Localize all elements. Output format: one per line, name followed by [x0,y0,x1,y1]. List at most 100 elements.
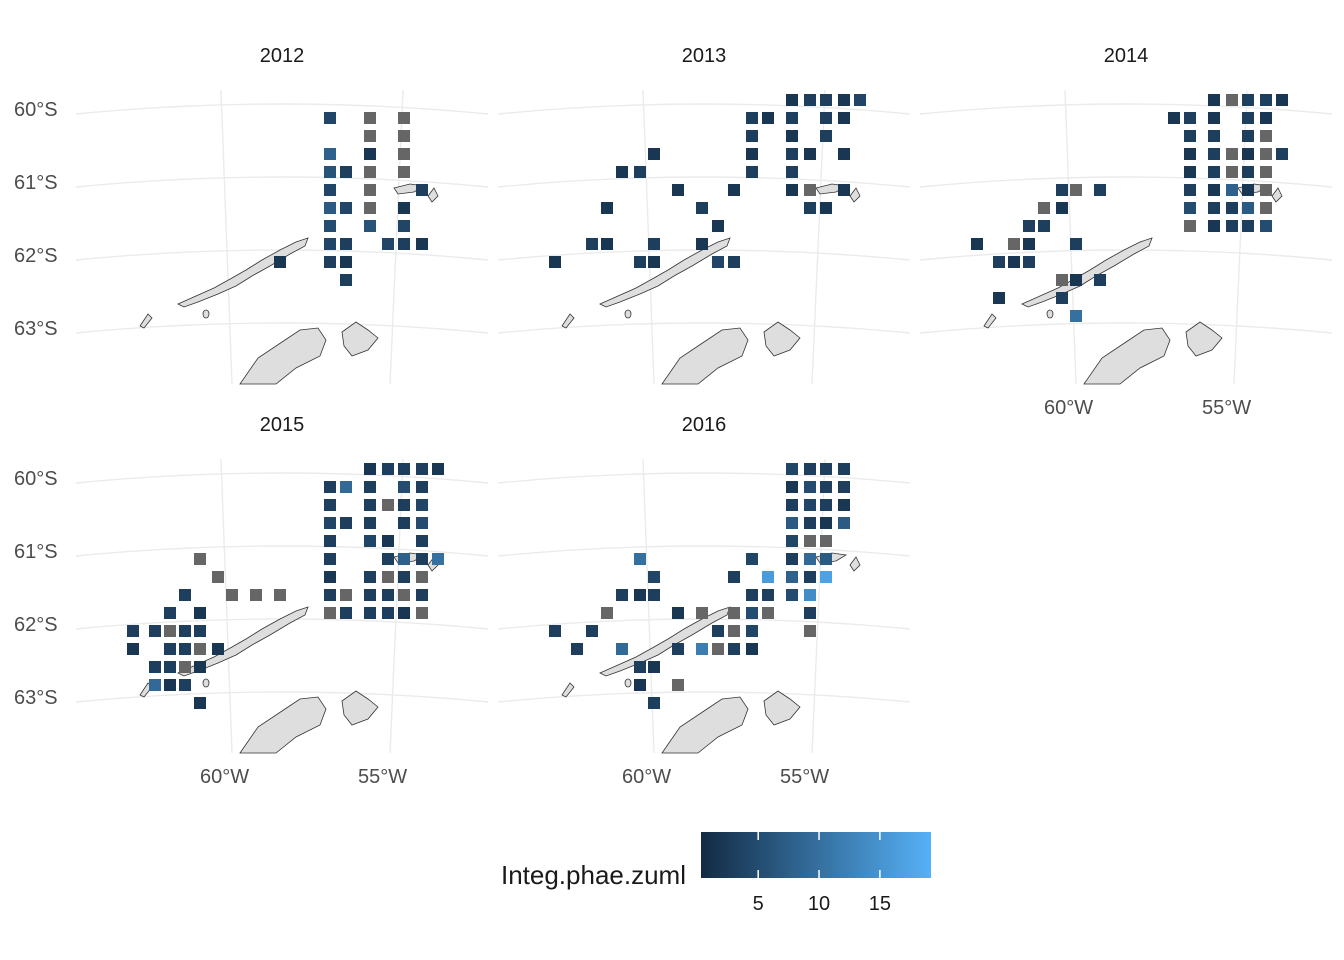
station-marker [838,184,850,196]
station-marker [1070,310,1082,322]
station-marker [762,112,774,124]
station-marker [364,571,376,583]
station-marker [1094,184,1106,196]
station-marker [1056,184,1068,196]
station-marker [1226,166,1238,178]
station-marker [274,256,286,268]
station-marker [672,607,684,619]
station-marker [398,589,410,601]
station-marker [838,148,850,160]
station-marker [432,553,444,565]
station-marker [1184,130,1196,142]
panel-title-2012: 2012 [260,45,305,67]
lon-label-60w-2016: 60°W [622,766,671,788]
station-marker [804,148,816,160]
station-marker [194,643,206,655]
lon-gridline [642,89,655,385]
station-marker [340,274,352,286]
station-marker [1070,184,1082,196]
station-marker [1038,220,1050,232]
station-marker [1260,130,1272,142]
station-marker [1242,130,1254,142]
station-marker [746,130,758,142]
station-marker [324,202,336,214]
station-marker [712,220,724,232]
station-marker [1260,220,1272,232]
station-marker [340,238,352,250]
station-marker [804,517,816,529]
antarctic-peninsula [239,696,327,754]
station-marker [324,184,336,196]
joinville-island [763,690,801,726]
small-island [561,313,575,329]
station-marker [364,184,376,196]
station-marker [746,625,758,637]
station-marker [398,166,410,178]
station-marker [179,643,191,655]
lat-label-61s-top: 61°S [14,172,58,194]
station-marker [1208,112,1220,124]
lon-label-55w-2014: 55°W [1202,397,1251,419]
lat-label-60s-top: 60°S [14,99,58,121]
color-legend: Integ.phae.zuml 5 10 15 [501,832,931,915]
station-marker [364,220,376,232]
map-panels [75,89,1333,754]
station-marker [324,166,336,178]
station-marker [820,481,832,493]
station-marker [1008,238,1020,250]
lon-gridline [220,458,233,754]
small-island [427,187,439,203]
station-marker [634,166,646,178]
lon-gridline [220,89,233,385]
station-marker [194,625,206,637]
lat-gridline [75,472,489,484]
station-marker [382,607,394,619]
station-marker [416,481,428,493]
station-marker [762,589,774,601]
station-marker [804,589,816,601]
station-marker [212,643,224,655]
legend-tick-label: 10 [808,893,830,915]
station-marker [1184,112,1196,124]
small-island [624,309,632,319]
station-marker [838,463,850,475]
station-marker [616,589,628,601]
station-marker [1276,148,1288,160]
station-marker [1242,112,1254,124]
station-marker [820,463,832,475]
station-marker [634,589,646,601]
legend-tick-label: 5 [753,893,764,915]
station-marker [1023,256,1035,268]
station-marker [1260,184,1272,196]
small-island [624,678,632,688]
station-marker [549,256,561,268]
station-marker [712,625,724,637]
station-marker [382,238,394,250]
station-marker [398,481,410,493]
station-marker [382,463,394,475]
map-panel-2016 [497,458,911,754]
station-marker [820,112,832,124]
station-marker [1276,94,1288,106]
station-marker [1056,292,1068,304]
station-marker [820,130,832,142]
station-marker [804,184,816,196]
station-marker [672,679,684,691]
station-marker [838,499,850,511]
small-island [1046,309,1054,319]
lat-gridline [75,322,489,334]
station-marker [571,643,583,655]
south-shetland-islands [177,237,309,308]
station-marker [616,166,628,178]
station-marker [634,661,646,673]
station-marker [804,463,816,475]
station-marker [746,607,758,619]
small-island [849,187,861,203]
small-island [983,313,997,329]
lat-gridline [75,103,489,115]
station-marker [164,607,176,619]
lon-label-60w-2014: 60°W [1044,397,1093,419]
map-panel-2012 [75,89,489,385]
station-marker [1023,238,1035,250]
station-marker [728,607,740,619]
